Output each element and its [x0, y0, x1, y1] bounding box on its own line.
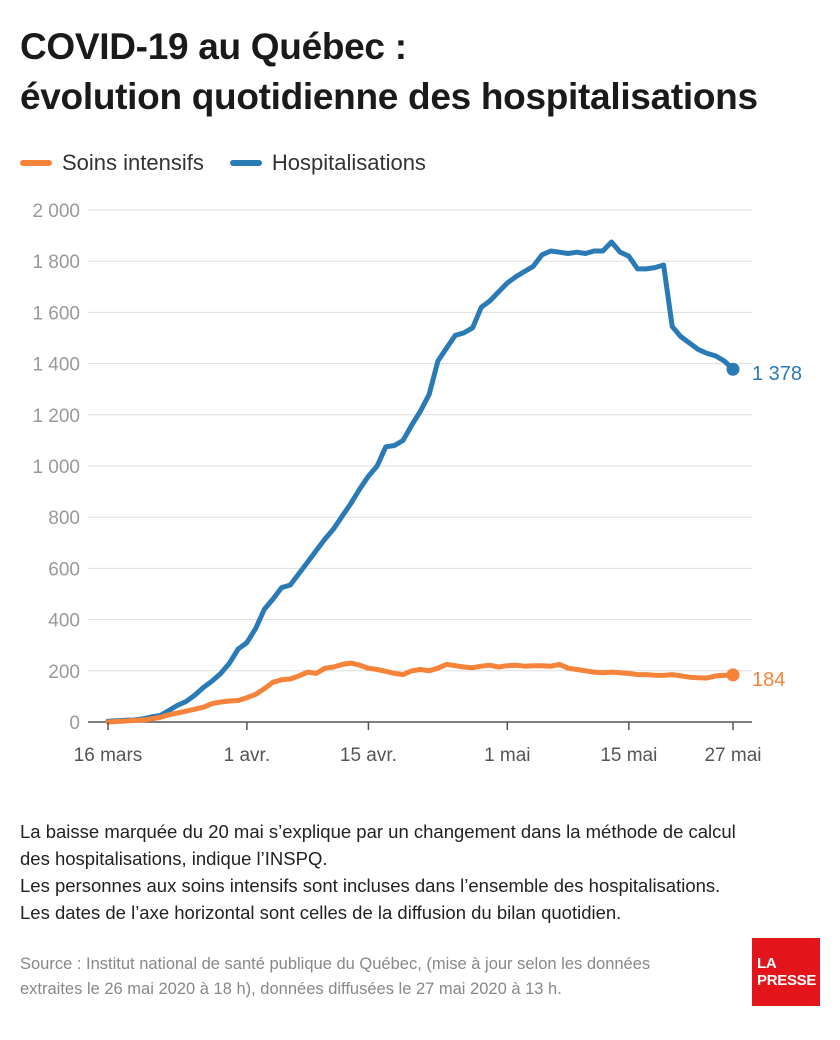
legend-swatch-soins-intensifs	[20, 160, 52, 166]
y-tick-label: 200	[48, 662, 80, 683]
series-line-soins-intensifs	[105, 660, 736, 725]
y-tick-label: 1 800	[32, 252, 80, 273]
note-line-3: Les personnes aux soins intensifs sont i…	[20, 875, 721, 896]
legend-swatch-hospitalisations	[229, 160, 262, 166]
y-tick-label: 1 400	[32, 355, 80, 376]
line-chart: 0 200 400 600 800 1 000 1 200 1 400 1 600 1 800 2 …	[32, 201, 802, 766]
chart-x-axis: 16 mars 1 avr. 15 avr. 1 mai 15 mai 27 mai	[74, 722, 762, 766]
x-tick-label: 27 mai	[704, 745, 761, 766]
logo-line-1: LA	[757, 955, 777, 972]
note-line-4: Les dates de l’axe horizontal sont celle…	[20, 902, 622, 923]
legend-label-hospitalisations: Hospitalisations	[271, 150, 426, 175]
chart-notes: La baisse marquée du 20 mai s’explique p…	[20, 818, 830, 926]
x-tick-label: 15 avr.	[340, 745, 397, 766]
series-line-hospitalisations	[105, 239, 736, 724]
chart-grid: 0 200 400 600 800 1 000 1 200 1 400 1 600 1 800 2 …	[32, 201, 752, 734]
series-end-point-hospitalisations	[726, 362, 740, 376]
y-tick-label: 0	[69, 713, 80, 734]
la-presse-logo: LA PRESSE	[752, 938, 820, 1006]
series-end-point-soins-intensifs	[726, 668, 740, 682]
logo-line-2: PRESSE	[757, 972, 817, 989]
note-line-1: La baisse marquée du 20 mai s’explique p…	[20, 821, 736, 842]
y-tick-label: 1 600	[32, 303, 80, 324]
chart-title: COVID-19 au Québec : évolution quotidien…	[20, 22, 758, 122]
x-tick-label: 15 mai	[600, 745, 657, 766]
source-line-2: extraites le 26 mai 2020 à 18 h), donnée…	[20, 980, 562, 998]
y-tick-label: 600	[48, 559, 80, 580]
legend-label-soins-intensifs: Soins intensifs	[62, 150, 204, 175]
series-end-label-hospitalisations: 1 378	[752, 363, 802, 385]
chart-legend: Soins intensifs Hospitalisations	[20, 148, 452, 178]
y-tick-label: 1 000	[32, 457, 80, 478]
y-tick-label: 800	[48, 508, 80, 529]
chart-source: Source : Institut national de santé publ…	[20, 952, 740, 1002]
x-tick-label: 16 mars	[74, 745, 143, 766]
x-tick-label: 1 mai	[484, 745, 530, 766]
y-tick-label: 400	[48, 611, 80, 632]
series-end-label-soins-intensifs: 184	[752, 669, 785, 691]
chart-series: 1 378 184	[105, 239, 802, 725]
source-line-1: Source : Institut national de santé publ…	[20, 955, 651, 973]
note-line-2: des hospitalisations, indique l’INSPQ.	[20, 848, 328, 869]
y-tick-label: 2 000	[32, 201, 80, 222]
legend-item-hospitalisations: Hospitalisations	[229, 150, 426, 176]
chart-title-line-1: COVID-19 au Québec :	[20, 26, 407, 67]
y-tick-label: 1 200	[32, 406, 80, 427]
chart-title-line-2: évolution quotidienne des hospitalisatio…	[20, 76, 758, 117]
legend-item-soins-intensifs: Soins intensifs	[20, 150, 204, 176]
x-tick-label: 1 avr.	[224, 745, 270, 766]
